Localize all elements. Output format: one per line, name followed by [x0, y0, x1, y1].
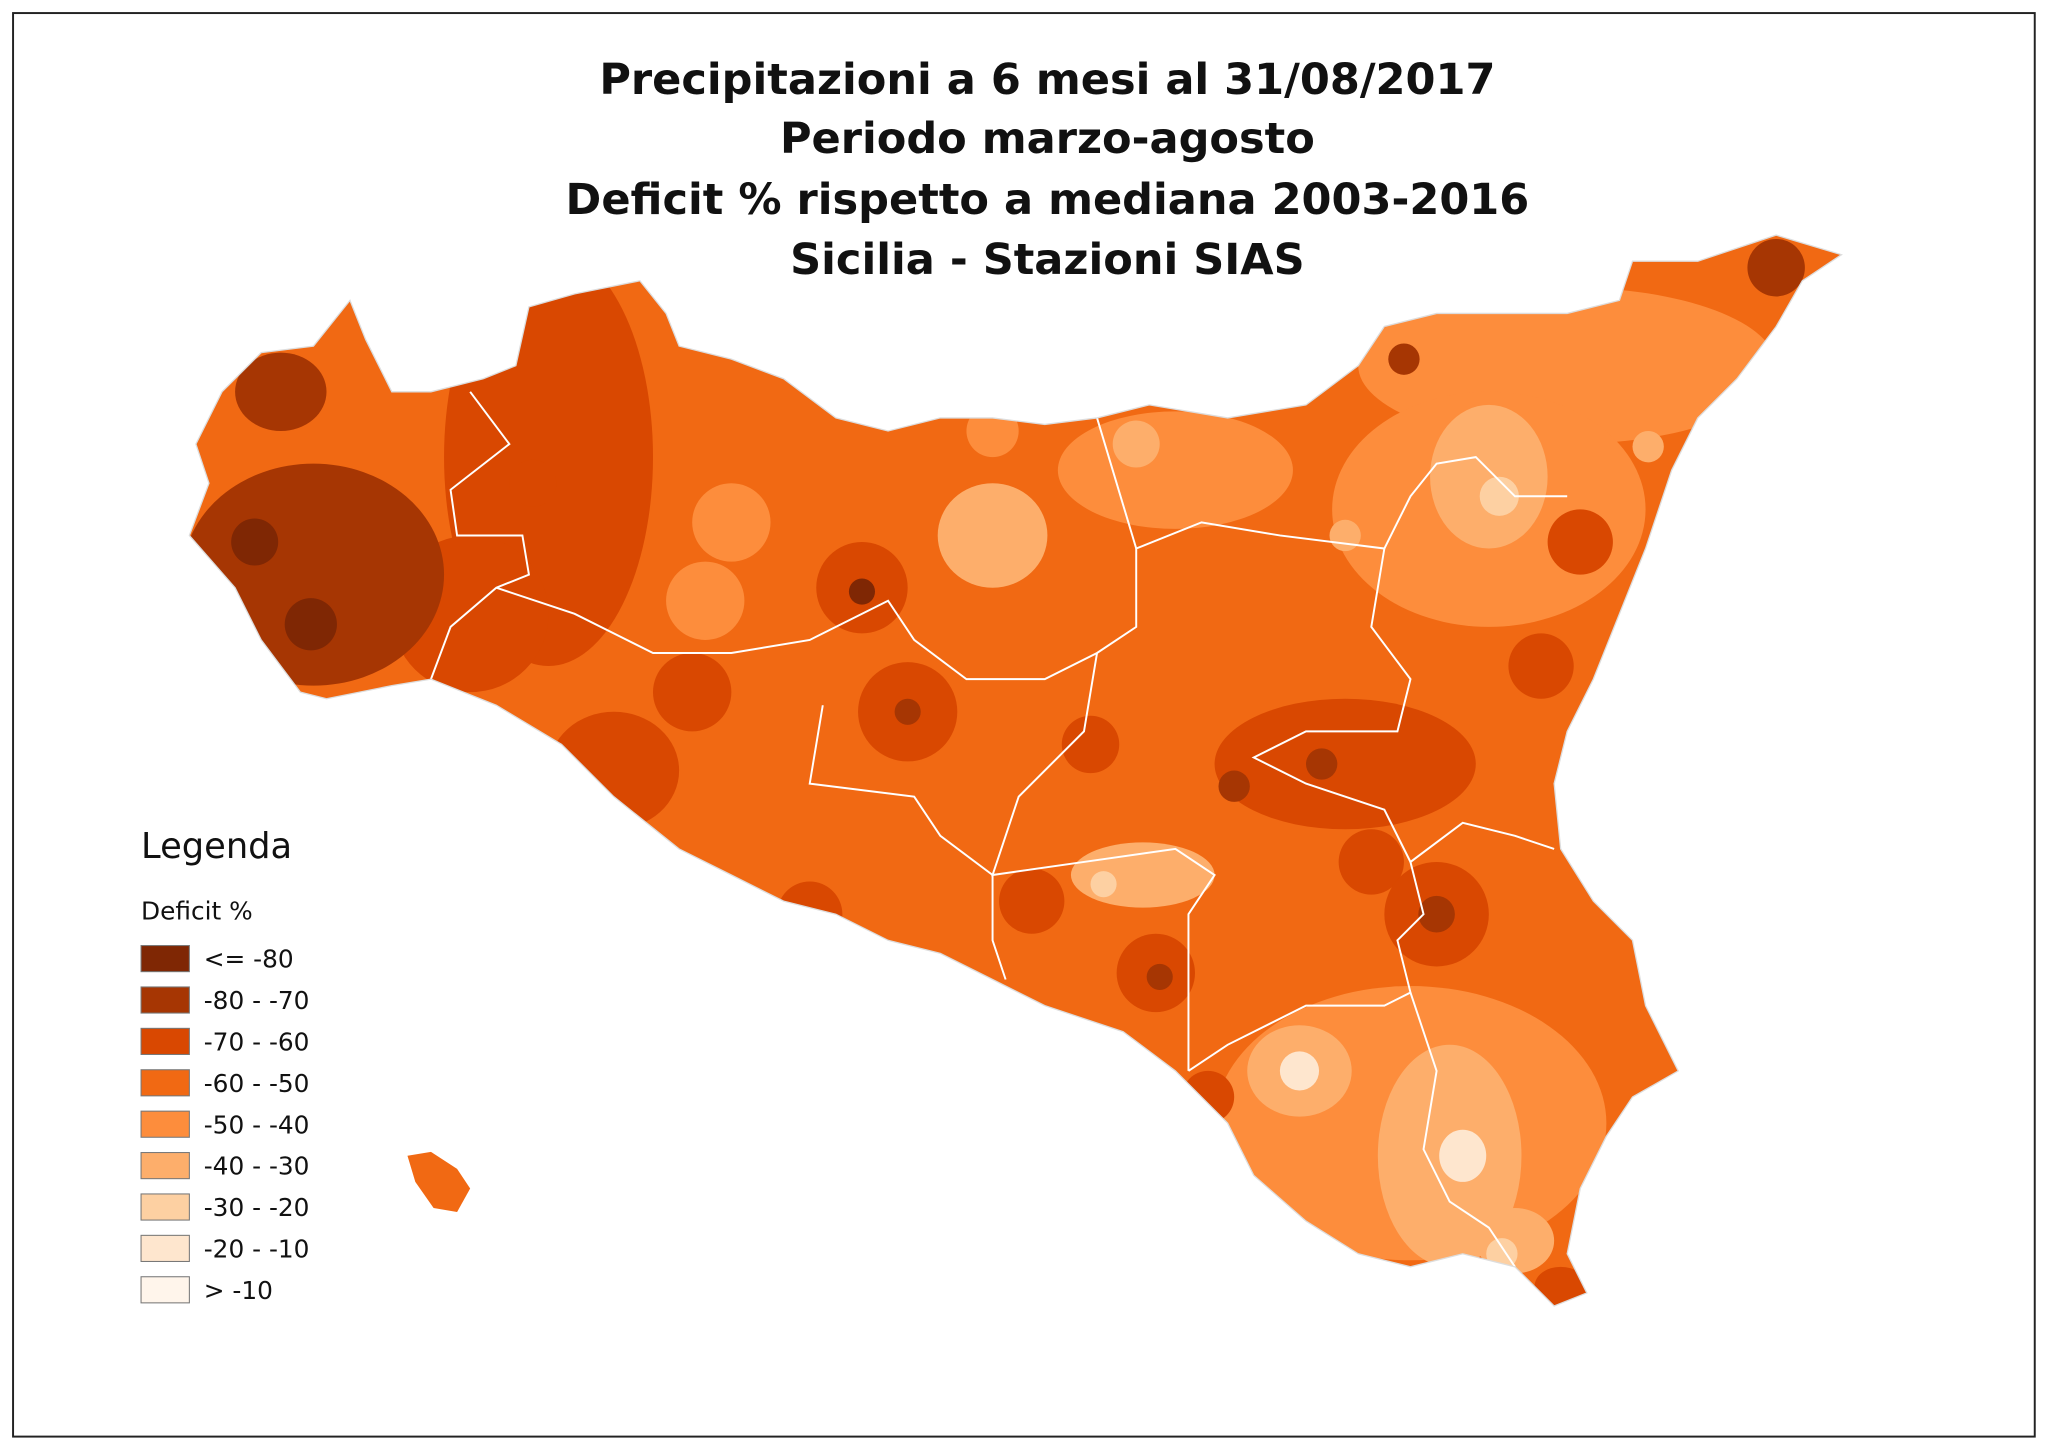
legend-label: -70 - -60: [204, 1028, 310, 1057]
map-zone: [1439, 1129, 1487, 1182]
border: [991, 652, 1216, 1071]
border: [1187, 861, 1425, 1072]
legend: Legenda Deficit % <= -80 -80 - -70 -70 - -…: [140, 826, 310, 1305]
map-zone: [1146, 963, 1173, 990]
coastline: [188, 234, 1843, 1307]
map-zone: [999, 868, 1065, 934]
border: [1096, 417, 1138, 549]
legend-swatch: [140, 1027, 190, 1055]
title-line: Sicilia - Stazioni SIAS: [790, 235, 1305, 285]
map-zone: [1090, 871, 1117, 898]
map-zone: [1479, 476, 1519, 516]
title-line: Deficit % rispetto a mediana 2003-2016: [566, 175, 1530, 225]
legend-swatch: [140, 945, 190, 973]
map-zone: [1632, 430, 1664, 463]
map-zone: [1534, 1266, 1587, 1306]
map-zone: [1218, 770, 1250, 802]
map-zone: [1112, 420, 1160, 468]
map-zone: [692, 483, 771, 562]
map-zone: [1070, 842, 1215, 908]
legend-label: -40 - -30: [204, 1152, 310, 1181]
legend-swatch: [140, 1152, 190, 1180]
border: [430, 391, 531, 680]
map-zone: [284, 598, 337, 651]
border: [495, 456, 1568, 681]
map-zone: [235, 352, 327, 431]
legend-swatch: [140, 1234, 190, 1262]
map-zone: [1057, 411, 1293, 529]
map-zone: [1279, 1051, 1320, 1091]
map-zone: [1061, 715, 1120, 774]
legend-label: -80 - -70: [204, 986, 310, 1015]
map-zone: [1508, 633, 1574, 699]
legend-label: -30 - -20: [204, 1193, 310, 1222]
map-zone: [1214, 698, 1476, 830]
legend-label: > -10: [204, 1276, 273, 1305]
legend-swatch: [140, 1069, 190, 1097]
map-zone: [1547, 509, 1613, 575]
title-block: Precipitazioni a 6 mesi al 31/08/2017 Pe…: [566, 55, 1530, 285]
map-zone: [653, 653, 732, 732]
title-line: Periodo marzo-agosto: [780, 114, 1315, 164]
map-zone: [848, 578, 876, 605]
border: [808, 705, 1007, 980]
map-zone: [1430, 404, 1548, 549]
legend-swatch: [140, 1110, 190, 1138]
map-zones: [189, 235, 1842, 1306]
legend-label: -60 - -50: [204, 1069, 310, 1098]
legend-swatch: [140, 1193, 190, 1221]
map-zone: [1388, 343, 1420, 375]
island: [407, 1151, 471, 1212]
map-zone: [666, 561, 745, 640]
legend-title: Legenda: [141, 826, 292, 867]
map-zone: [1306, 748, 1338, 780]
border: [1251, 548, 1555, 864]
map-zone: [1338, 829, 1404, 895]
map-zone: [509, 459, 557, 507]
title-line: Precipitazioni a 6 mesi al 31/08/2017: [599, 55, 1495, 105]
map-zone: [231, 518, 279, 566]
legend-swatch: [140, 1276, 190, 1304]
legend-swatch: [140, 986, 190, 1014]
legend-label: -50 - -40: [204, 1110, 310, 1139]
map-zone: [937, 483, 1048, 588]
province-borders: [430, 391, 1568, 1268]
map-zone: [894, 698, 921, 725]
map-zone: [1418, 895, 1455, 933]
legend-subtitle: Deficit %: [141, 896, 253, 925]
map-zone: [1329, 519, 1361, 552]
legend-label: -20 - -10: [204, 1235, 310, 1264]
border: [1409, 992, 1516, 1268]
map-zone: [1747, 238, 1805, 297]
legend-label: <= -80: [204, 945, 294, 974]
